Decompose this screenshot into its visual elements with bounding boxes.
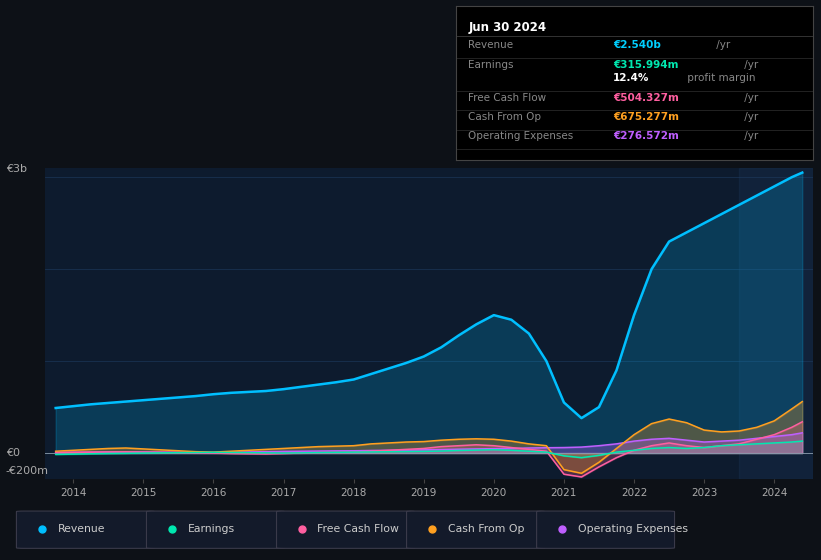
FancyBboxPatch shape bbox=[146, 511, 284, 548]
Text: €315.994m: €315.994m bbox=[612, 60, 678, 70]
Text: Free Cash Flow: Free Cash Flow bbox=[468, 92, 546, 102]
Text: Revenue: Revenue bbox=[468, 40, 513, 50]
Text: €504.327m: €504.327m bbox=[612, 92, 679, 102]
Text: €675.277m: €675.277m bbox=[612, 112, 679, 122]
Text: Operating Expenses: Operating Expenses bbox=[468, 131, 573, 141]
Text: €0: €0 bbox=[6, 448, 20, 458]
Text: 12.4%: 12.4% bbox=[612, 73, 649, 83]
Text: profit margin: profit margin bbox=[684, 73, 755, 83]
Text: Cash From Op: Cash From Op bbox=[468, 112, 541, 122]
FancyBboxPatch shape bbox=[16, 511, 154, 548]
Text: Jun 30 2024: Jun 30 2024 bbox=[468, 21, 546, 34]
Text: Earnings: Earnings bbox=[187, 524, 235, 534]
Text: Earnings: Earnings bbox=[468, 60, 514, 70]
Text: €276.572m: €276.572m bbox=[612, 131, 679, 141]
Text: /yr: /yr bbox=[741, 112, 759, 122]
Text: Revenue: Revenue bbox=[57, 524, 105, 534]
Text: /yr: /yr bbox=[741, 131, 759, 141]
Text: /yr: /yr bbox=[741, 60, 759, 70]
Bar bbox=[739, 168, 813, 479]
Text: Free Cash Flow: Free Cash Flow bbox=[318, 524, 399, 534]
Text: €3b: €3b bbox=[6, 165, 27, 174]
Text: €2.540b: €2.540b bbox=[612, 40, 661, 50]
Text: /yr: /yr bbox=[741, 92, 759, 102]
Text: Cash From Op: Cash From Op bbox=[447, 524, 524, 534]
FancyBboxPatch shape bbox=[277, 511, 415, 548]
Text: /yr: /yr bbox=[713, 40, 730, 50]
Text: -€200m: -€200m bbox=[6, 466, 48, 477]
FancyBboxPatch shape bbox=[537, 511, 675, 548]
FancyBboxPatch shape bbox=[406, 511, 544, 548]
Text: Operating Expenses: Operating Expenses bbox=[578, 524, 688, 534]
